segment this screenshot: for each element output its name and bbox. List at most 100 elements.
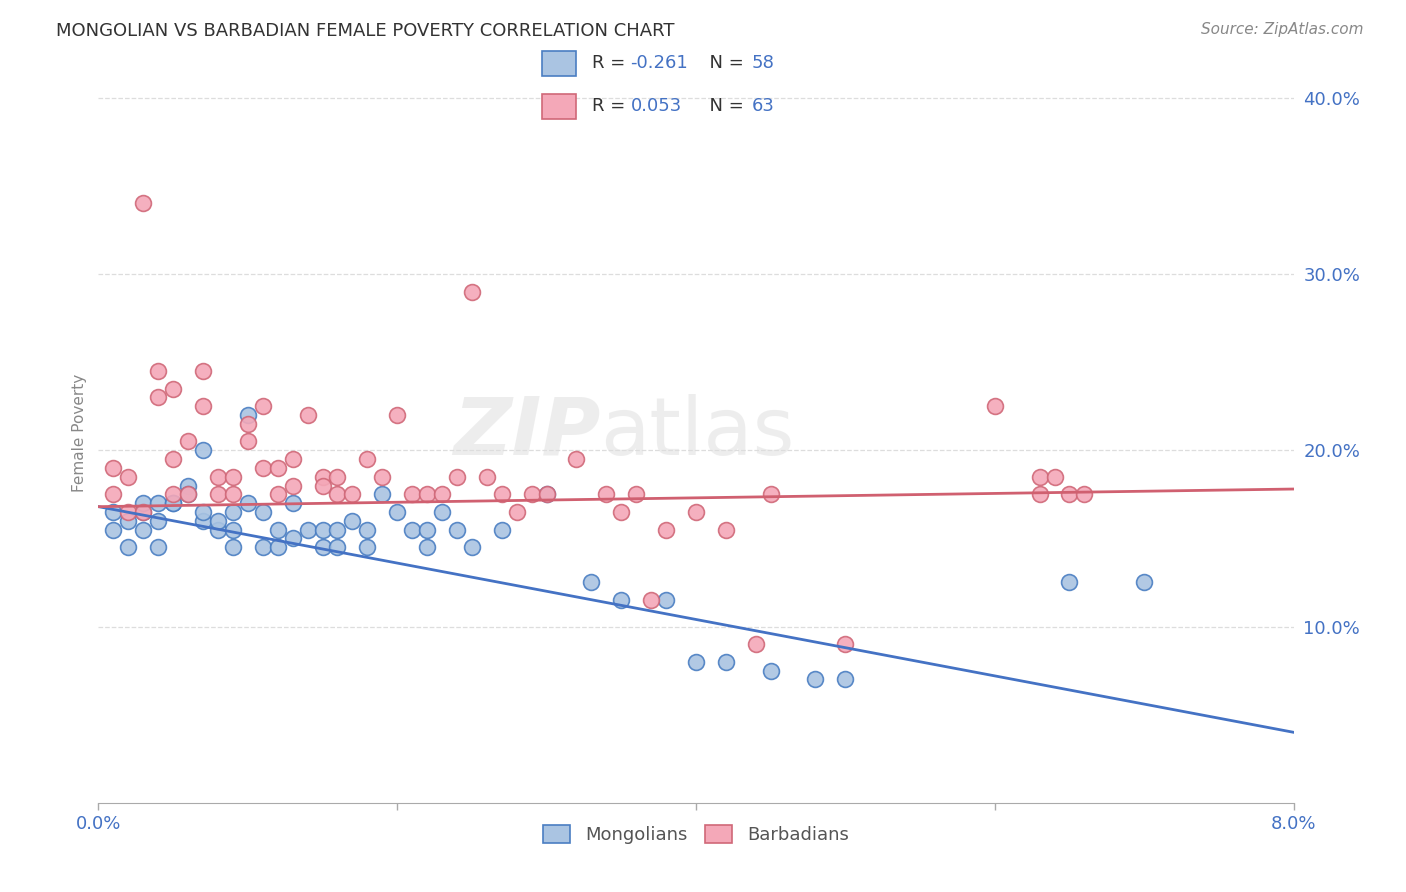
Point — [162, 452, 184, 467]
Point — [685, 505, 707, 519]
Point — [356, 452, 378, 467]
Point — [1043, 469, 1066, 483]
Point — [565, 452, 588, 467]
Point — [342, 487, 364, 501]
Point — [191, 399, 214, 413]
Point — [236, 496, 259, 510]
Point — [461, 540, 484, 554]
Point — [491, 487, 513, 501]
Point — [191, 364, 214, 378]
Point — [267, 523, 290, 537]
Point — [281, 478, 304, 492]
Point — [714, 655, 737, 669]
Point — [311, 540, 333, 554]
Point — [326, 469, 349, 483]
Bar — [543, 94, 576, 119]
Point — [281, 452, 304, 467]
Point — [162, 487, 184, 501]
Point — [207, 514, 229, 528]
Point — [446, 469, 468, 483]
Point — [506, 505, 529, 519]
Point — [191, 505, 214, 519]
Point — [132, 496, 155, 510]
Text: Source: ZipAtlas.com: Source: ZipAtlas.com — [1201, 22, 1364, 37]
Point — [191, 514, 214, 528]
Point — [385, 505, 409, 519]
Point — [1133, 575, 1156, 590]
Point — [371, 469, 394, 483]
Point — [416, 487, 439, 501]
Point — [132, 523, 155, 537]
Point — [804, 673, 827, 687]
Point — [162, 496, 184, 510]
Point — [326, 540, 349, 554]
Y-axis label: Female Poverty: Female Poverty — [72, 374, 87, 491]
Point — [745, 637, 768, 651]
Text: atlas: atlas — [600, 393, 794, 472]
Point — [326, 523, 349, 537]
Point — [236, 417, 259, 431]
Bar — [543, 51, 576, 76]
Point — [297, 523, 319, 537]
Text: ZIP: ZIP — [453, 393, 600, 472]
Point — [222, 505, 245, 519]
Point — [595, 487, 617, 501]
Text: -0.261: -0.261 — [630, 54, 689, 72]
Point — [177, 478, 200, 492]
Point — [236, 434, 259, 449]
Point — [1028, 487, 1050, 501]
Point — [252, 540, 274, 554]
Point — [759, 664, 782, 678]
Point — [326, 487, 349, 501]
Point — [984, 399, 1007, 413]
Point — [520, 487, 543, 501]
Point — [430, 487, 453, 501]
Point — [581, 575, 603, 590]
Point — [148, 514, 170, 528]
Text: R =: R = — [592, 54, 630, 72]
Point — [103, 505, 125, 519]
Text: 0.053: 0.053 — [630, 97, 682, 115]
Point — [610, 593, 633, 607]
Point — [103, 487, 125, 501]
Point — [475, 469, 498, 483]
Point — [461, 285, 484, 299]
Point — [267, 461, 290, 475]
Point — [685, 655, 707, 669]
Point — [148, 390, 170, 404]
Point — [207, 469, 229, 483]
Legend: Mongolians, Barbadians: Mongolians, Barbadians — [534, 815, 858, 853]
Text: 58: 58 — [751, 54, 775, 72]
Point — [491, 523, 513, 537]
Point — [640, 593, 662, 607]
Point — [416, 540, 439, 554]
Point — [117, 540, 139, 554]
Point — [148, 540, 170, 554]
Point — [162, 382, 184, 396]
Point — [177, 487, 200, 501]
Text: N =: N = — [699, 54, 749, 72]
Point — [267, 487, 290, 501]
Point — [655, 523, 678, 537]
Point — [401, 523, 423, 537]
Point — [342, 514, 364, 528]
Point — [371, 487, 394, 501]
Point — [281, 496, 304, 510]
Point — [222, 540, 245, 554]
Point — [446, 523, 468, 537]
Point — [714, 523, 737, 537]
Point — [834, 673, 856, 687]
Point — [117, 505, 139, 519]
Point — [281, 532, 304, 546]
Point — [252, 505, 274, 519]
Point — [191, 443, 214, 458]
Point — [311, 523, 333, 537]
Point — [177, 487, 200, 501]
Point — [416, 523, 439, 537]
Text: R =: R = — [592, 97, 630, 115]
Point — [236, 408, 259, 422]
Point — [626, 487, 648, 501]
Point — [252, 461, 274, 475]
Point — [117, 469, 139, 483]
Point — [385, 408, 409, 422]
